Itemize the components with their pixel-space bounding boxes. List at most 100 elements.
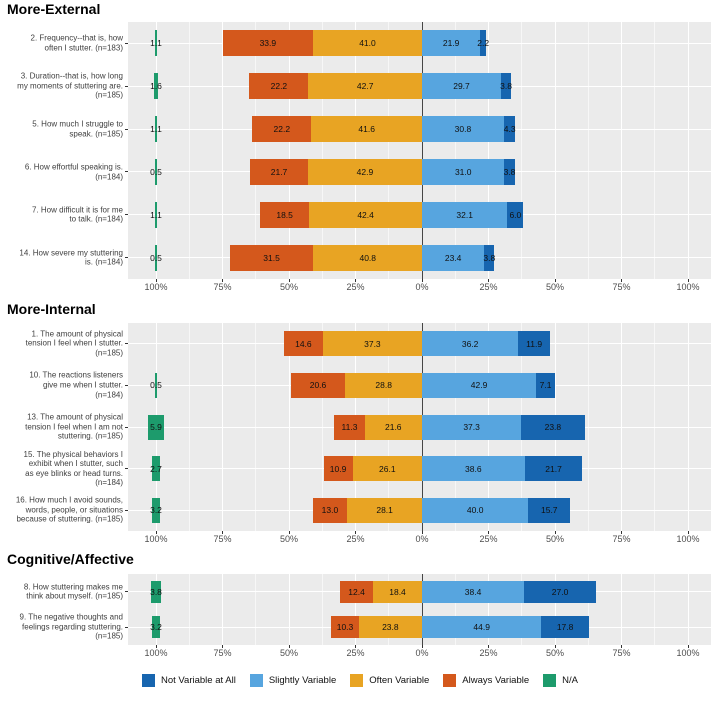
bar-segment-slightly-variable [422, 158, 505, 185]
bar-value-label: 42.7 [356, 81, 374, 91]
major-gridline [222, 574, 223, 645]
x-tick-label: 100% [144, 648, 168, 658]
bar-segment-always-variable [229, 244, 314, 271]
bar-value-label: 3.8 [483, 252, 496, 263]
bar-segment-n-a [154, 30, 158, 57]
bar-segment-not-variable-at-all [507, 201, 524, 228]
bar-segment-not-variable-at-all [541, 616, 589, 639]
bar-value-label: 21.9 [442, 38, 460, 49]
x-tick [288, 279, 290, 282]
legend-swatch-icon [142, 673, 155, 687]
bar-segment-often-variable [313, 244, 422, 271]
x-tick [621, 279, 622, 282]
x-tick [155, 645, 157, 648]
x-tick-label: 50% [279, 282, 299, 292]
bar-segment-n-a [154, 116, 158, 143]
x-tick-label: 50% [545, 534, 565, 544]
y-tick [125, 42, 128, 44]
bar-value-label: 26.1 [379, 463, 396, 474]
bar-value-label: 31.5 [263, 252, 280, 263]
bar-value-label: 40.0 [466, 504, 484, 515]
legend-item: Slightly Variable [249, 673, 337, 687]
legend-swatch-icon [543, 673, 557, 687]
x-tick-label: 0% [415, 282, 429, 292]
x-tick-label: 50% [279, 534, 299, 544]
bar-value-label: 28.1 [376, 504, 393, 515]
bar-segment-always-variable [312, 497, 348, 523]
bar-segment-slightly-variable [422, 244, 485, 271]
panel-background [128, 22, 711, 279]
bar-value-label: 41.6 [358, 123, 375, 134]
bar-segment-always-variable [290, 372, 346, 398]
x-tick [621, 645, 622, 648]
bar-value-label: 2.7 [150, 463, 162, 474]
minor-gridline [587, 574, 589, 645]
bar-segment-often-variable [308, 73, 422, 100]
legend-label: N/A [562, 674, 578, 686]
bar-value-label: 21.7 [270, 166, 288, 177]
y-tick [125, 384, 128, 386]
bar-segment-always-variable [222, 30, 313, 57]
bar-segment-often-variable [309, 201, 422, 228]
x-tick-label: 25% [346, 648, 365, 658]
legend-swatch-icon [443, 673, 457, 687]
row-label: 2. Frequency--that is, how often I stutt… [30, 33, 123, 53]
bar-segment-always-variable [323, 456, 353, 482]
bar-segment-n-a [151, 497, 161, 523]
legend-item: N/A [543, 673, 578, 687]
bar-segment-not-variable-at-all [528, 497, 571, 523]
bar-value-label: 38.6 [465, 463, 482, 474]
y-tick [125, 214, 128, 216]
panel-title: Cognitive/Affective [7, 551, 134, 567]
bar-value-label: 1.1 [150, 123, 162, 134]
bar-value-label: 11.9 [526, 338, 543, 349]
bar-segment-not-variable-at-all [521, 414, 585, 440]
minor-gridline [454, 574, 456, 645]
y-tick [125, 343, 128, 345]
x-tick [488, 645, 489, 648]
bar-value-label: 42.9 [356, 166, 374, 177]
x-tick-label: 50% [545, 282, 565, 292]
legend-label: Not Variable at All [161, 674, 236, 686]
x-tick [355, 645, 356, 648]
row-label: 1. The amount of physical tension I feel… [25, 329, 123, 358]
minor-gridline [321, 574, 323, 645]
bar-segment-slightly-variable [422, 580, 525, 603]
minor-gridline [654, 22, 656, 279]
legend-item: Often Variable [350, 673, 429, 687]
bar-segment-slightly-variable [422, 331, 519, 357]
legend-label: Slightly Variable [268, 674, 337, 686]
bar-value-label: 5.9 [150, 421, 162, 432]
x-tick-label: 25% [479, 648, 498, 658]
bar-segment-slightly-variable [422, 616, 542, 639]
bar-segment-slightly-variable [422, 414, 522, 440]
major-gridline [155, 574, 157, 645]
x-tick [222, 645, 223, 648]
bar-value-label: 28.8 [375, 380, 392, 391]
major-gridline [488, 22, 489, 279]
x-tick-label: 0% [415, 534, 429, 544]
bar-value-label: 36.2 [461, 338, 479, 349]
row-label: 15. The physical behaviors I exhibit whe… [23, 449, 123, 488]
bar-value-label: 1.6 [150, 81, 162, 91]
x-tick [687, 279, 689, 282]
bar-segment-always-variable [331, 616, 359, 639]
bar-value-label: 11.3 [341, 421, 358, 432]
panel-title: More-External [7, 1, 101, 17]
y-tick [125, 426, 128, 428]
x-tick [222, 279, 223, 282]
bar-segment-n-a [148, 414, 164, 440]
x-tick-label: 75% [612, 648, 631, 658]
row-label: 10. The reactions listeners give me when… [29, 371, 123, 400]
bar-segment-often-variable [352, 456, 422, 482]
bar-segment-not-variable-at-all [484, 244, 495, 271]
bar-value-label: 23.8 [382, 622, 399, 632]
bar-segment-slightly-variable [422, 73, 501, 100]
row-label: 14. How severe my stuttering is. (n=184) [19, 247, 123, 267]
bar-segment-n-a [155, 158, 157, 185]
x-tick-label: 50% [279, 648, 299, 658]
minor-gridline [388, 574, 390, 645]
bar-segment-always-variable [260, 201, 310, 228]
x-tick [554, 531, 556, 534]
row-label: 7. How difficult it is for me to talk. (… [32, 205, 123, 224]
